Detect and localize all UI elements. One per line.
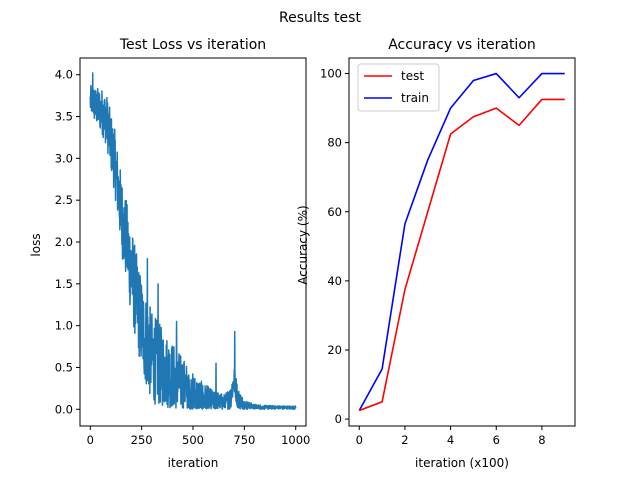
accuracy-y-tick-label: 60 [327, 205, 342, 219]
loss-chart: Test Loss vs iteration iteration loss 0 2… [29, 37, 310, 470]
accuracy-x-tick-label: 8 [538, 433, 545, 447]
accuracy-axes-frame [348, 57, 576, 427]
accuracy-plot-area [358, 72, 565, 412]
accuracy-chart-title: Accuracy vs iteration [388, 37, 536, 53]
legend-test-label: test [401, 69, 424, 83]
loss-y-tick-label: 2.5 [55, 193, 73, 207]
accuracy-legend: test train [357, 63, 440, 112]
loss-y-tick-label: 0.0 [55, 402, 73, 416]
loss-axis-ticks: 0 250 500 750 1000 0.0 0.5 1.0 1.5 2.0 2.5 3.0 3.5 4.… [55, 68, 311, 447]
accuracy-y-tick-label: 40 [327, 274, 342, 288]
loss-y-tick-label: 4.0 [55, 68, 73, 82]
accuracy-y-tick-label: 80 [327, 136, 342, 150]
loss-x-tick-label: 500 [182, 433, 204, 447]
loss-chart-title: Test Loss vs iteration [119, 37, 266, 53]
loss-plot-area [89, 72, 297, 411]
loss-y-axis-label: loss [29, 233, 43, 256]
accuracy-y-tick-label: 0 [335, 412, 342, 426]
accuracy-chart: Accuracy vs iteration iteration (x100) A… [296, 37, 576, 470]
loss-series-line [89, 72, 297, 411]
accuracy-y-tick-label: 100 [320, 67, 342, 81]
loss-y-tick-label: 3.5 [55, 110, 73, 124]
accuracy-x-tick-label: 2 [401, 433, 408, 447]
loss-x-tick-label: 1000 [281, 433, 310, 447]
loss-x-tick-label: 750 [233, 433, 255, 447]
loss-y-tick-label: 1.0 [55, 319, 73, 333]
loss-y-tick-label: 3.0 [55, 151, 73, 165]
accuracy-series-train-line [358, 72, 565, 411]
accuracy-x-tick-label: 4 [447, 433, 454, 447]
loss-y-tick-label: 1.5 [55, 277, 73, 291]
loss-x-tick-label: 250 [131, 433, 153, 447]
loss-x-axis-label: iteration [168, 456, 219, 470]
accuracy-series-test-line [358, 98, 565, 412]
accuracy-y-axis-label: Accuracy (%) [296, 205, 310, 284]
loss-axes-frame [79, 57, 307, 427]
loss-y-tick-label: 2.0 [55, 235, 73, 249]
accuracy-y-tick-label: 20 [327, 343, 342, 357]
figure-suptitle: Results test [279, 10, 361, 26]
accuracy-x-tick-label: 0 [356, 433, 363, 447]
accuracy-x-axis-label: iteration (x100) [415, 456, 509, 470]
legend-train-label: train [401, 91, 429, 105]
loss-x-tick-label: 0 [87, 433, 94, 447]
loss-y-tick-label: 0.5 [55, 360, 73, 374]
accuracy-x-tick-label: 6 [493, 433, 500, 447]
